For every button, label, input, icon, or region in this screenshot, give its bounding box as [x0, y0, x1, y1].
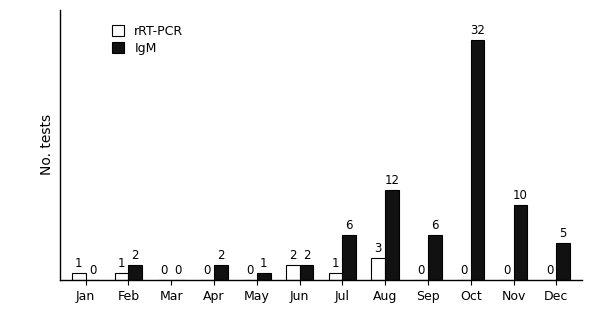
- Text: 0: 0: [161, 264, 168, 277]
- Text: 5: 5: [559, 227, 567, 240]
- Bar: [371, 258, 385, 280]
- Text: 1: 1: [118, 257, 125, 270]
- Bar: [385, 190, 399, 280]
- Y-axis label: No. tests: No. tests: [40, 114, 55, 175]
- Bar: [556, 242, 570, 280]
- Bar: [214, 265, 228, 280]
- Text: 0: 0: [246, 264, 254, 277]
- Bar: [128, 265, 142, 280]
- Bar: [257, 273, 271, 280]
- Text: 0: 0: [503, 264, 511, 277]
- Text: 32: 32: [470, 24, 485, 37]
- Text: 0: 0: [418, 264, 425, 277]
- Text: 1: 1: [260, 257, 268, 270]
- Bar: [299, 265, 313, 280]
- Text: 0: 0: [460, 264, 467, 277]
- Text: 6: 6: [431, 219, 439, 232]
- Bar: [343, 235, 356, 280]
- Text: 0: 0: [546, 264, 553, 277]
- Text: 12: 12: [385, 174, 400, 187]
- Bar: [514, 205, 527, 280]
- Legend: rRT-PCR, IgM: rRT-PCR, IgM: [108, 21, 187, 59]
- Text: 2: 2: [289, 249, 296, 262]
- Text: 2: 2: [217, 249, 224, 262]
- Bar: [471, 40, 484, 280]
- Text: 0: 0: [203, 264, 211, 277]
- Text: 0: 0: [175, 264, 182, 277]
- Bar: [329, 273, 343, 280]
- Bar: [286, 265, 299, 280]
- Text: 6: 6: [346, 219, 353, 232]
- Text: 1: 1: [75, 257, 83, 270]
- Bar: [428, 235, 442, 280]
- Text: 3: 3: [374, 242, 382, 255]
- Bar: [72, 273, 86, 280]
- Text: 2: 2: [131, 249, 139, 262]
- Text: 2: 2: [303, 249, 310, 262]
- Text: 0: 0: [89, 264, 96, 277]
- Bar: [115, 273, 128, 280]
- Text: 10: 10: [513, 189, 528, 202]
- Text: 1: 1: [332, 257, 339, 270]
